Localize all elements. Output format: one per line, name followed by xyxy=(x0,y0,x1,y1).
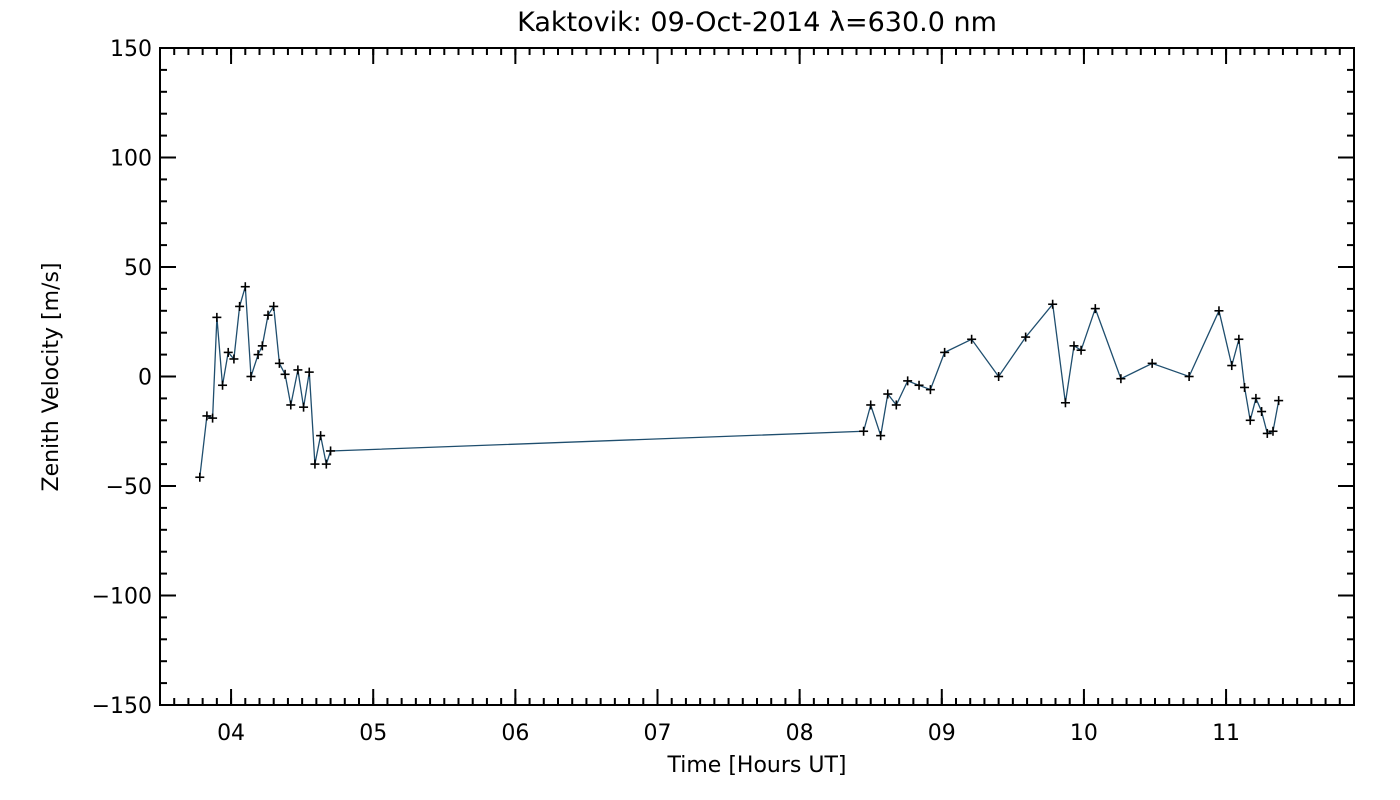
y-tick-label: −150 xyxy=(92,694,152,719)
series-line xyxy=(199,286,1280,478)
data-point xyxy=(240,282,250,292)
data-point xyxy=(269,301,279,311)
x-tick-label: 06 xyxy=(501,721,529,746)
data-point xyxy=(263,310,273,320)
data-point xyxy=(967,334,977,344)
y-tick-label: 50 xyxy=(124,256,152,281)
data-point xyxy=(326,446,336,456)
data-point xyxy=(940,347,950,357)
data-point xyxy=(1234,334,1244,344)
data-point xyxy=(925,385,935,395)
data-point xyxy=(316,431,326,441)
data-point xyxy=(876,431,886,441)
x-tick-label: 07 xyxy=(644,721,672,746)
data-point xyxy=(310,459,320,469)
y-tick-label: 0 xyxy=(138,366,152,391)
series-layer xyxy=(195,282,1284,482)
data-point xyxy=(212,312,222,322)
data-point xyxy=(1245,415,1255,425)
data-point xyxy=(246,372,256,381)
data-point xyxy=(229,354,239,364)
data-point xyxy=(903,376,913,386)
axis-ticks xyxy=(160,47,1354,706)
plot-frame xyxy=(159,47,1355,706)
x-tick-label: 04 xyxy=(217,721,245,746)
data-point xyxy=(891,400,901,410)
y-tick-label: 100 xyxy=(110,147,152,172)
tick-labels: 04 05 06 07 08 09 10 11 −150 −100 −50 0 50 100 150 xyxy=(92,37,1241,746)
data-point xyxy=(202,411,212,421)
data-point xyxy=(304,367,314,377)
data-point xyxy=(1021,332,1031,342)
data-point xyxy=(218,380,228,390)
data-point xyxy=(859,426,869,436)
data-point xyxy=(1184,372,1194,381)
data-point xyxy=(1257,407,1267,417)
data-point xyxy=(1090,304,1100,314)
data-point xyxy=(883,389,893,399)
data-point xyxy=(1048,299,1058,309)
y-tick-label: −50 xyxy=(106,475,152,500)
data-point xyxy=(235,301,245,311)
x-tick-label: 05 xyxy=(359,721,387,746)
data-point xyxy=(1262,428,1272,438)
y-axis-title: Zenith Velocity [m/s] xyxy=(39,263,64,492)
data-point xyxy=(1240,382,1250,392)
chart-title: Kaktovik: 09-Oct-2014 λ=630.0 nm xyxy=(517,7,997,38)
data-point xyxy=(321,459,331,469)
data-point xyxy=(866,400,876,410)
data-point xyxy=(286,400,296,410)
data-point xyxy=(1076,345,1086,355)
data-point xyxy=(257,341,267,351)
data-point xyxy=(299,402,309,412)
data-point xyxy=(1214,306,1224,316)
x-tick-label: 10 xyxy=(1070,721,1098,746)
data-point xyxy=(293,365,303,375)
data-point xyxy=(1060,398,1070,408)
data-point xyxy=(994,372,1004,381)
data-point xyxy=(1251,393,1261,403)
data-point xyxy=(253,350,263,360)
data-point xyxy=(208,413,218,423)
data-point xyxy=(1268,426,1278,436)
data-point xyxy=(1116,374,1126,384)
x-tick-label: 09 xyxy=(928,721,956,746)
data-point xyxy=(914,380,924,390)
data-point xyxy=(274,358,284,368)
x-tick-label: 08 xyxy=(786,721,814,746)
data-point xyxy=(223,347,233,357)
data-point xyxy=(280,369,290,379)
x-tick-label: 11 xyxy=(1212,721,1240,746)
data-point xyxy=(1147,358,1157,368)
data-point xyxy=(1069,341,1079,351)
data-point xyxy=(1227,361,1237,371)
data-point xyxy=(195,472,205,482)
data-point xyxy=(1274,396,1284,406)
y-tick-label: 150 xyxy=(110,37,152,62)
x-axis-title: Time [Hours UT] xyxy=(667,753,847,778)
y-tick-label: −100 xyxy=(92,585,152,610)
